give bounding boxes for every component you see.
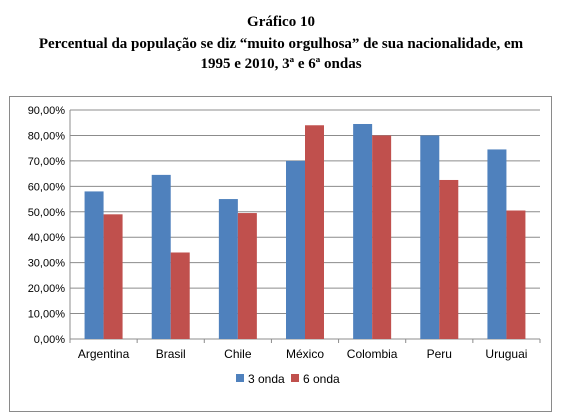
y-tick-label: 80,00% (28, 130, 66, 142)
y-tick-label: 20,00% (28, 283, 66, 295)
y-tick-label: 0,00% (34, 334, 65, 346)
y-tick-label: 10,00% (28, 309, 66, 321)
y-tick-label: 70,00% (28, 156, 66, 168)
bar-6-onda-argentina (103, 214, 123, 339)
bar-6-onda-uruguai (506, 210, 526, 339)
legend-swatch (236, 374, 244, 382)
bar-chart: 0,00% 10,00% 20,00% 30,00% 40,00% 50,00% 60,00… (28, 105, 541, 386)
bar-3-onda-peru (420, 135, 440, 339)
x-tick-label: Brasil (156, 347, 186, 361)
bar-3-onda-méxico (286, 160, 305, 339)
chart-frame: 0,00% 10,00% 20,00% 30,00% 40,00% 50,00% 60,00… (9, 96, 552, 412)
y-tick-label: 60,00% (28, 181, 66, 193)
legend-label: 3 onda (248, 372, 285, 386)
figure-label: Gráfico 10 (247, 14, 315, 30)
bar-3-onda-chile (218, 199, 238, 339)
bar-6-onda-colombia (372, 135, 392, 339)
y-tick-label: 30,00% (28, 258, 66, 270)
x-tick-label: Argentina (78, 347, 130, 361)
y-tick-label: 50,00% (28, 207, 66, 219)
chart-title: Percentual da população se diz “muito or… (0, 34, 562, 74)
bar-3-onda-brasil (151, 174, 171, 339)
legend-label: 6 onda (303, 372, 340, 386)
bar-3-onda-uruguai (487, 149, 507, 339)
bar-6-onda-brasil (170, 252, 190, 339)
bar-3-onda-colombia (353, 123, 373, 339)
x-tick-label: Colombia (347, 347, 398, 361)
chart-title-line-2: 1995 e 2010, 3ª e 6ª ondas (200, 56, 362, 72)
y-tick-label: 90,00% (28, 105, 66, 117)
bar-6-onda-chile (237, 213, 257, 339)
bar-6-onda-méxico (305, 125, 324, 339)
bar-6-onda-peru (439, 179, 459, 339)
chart-title-line-1: Percentual da população se diz “muito or… (38, 36, 524, 52)
y-tick-label: 40,00% (28, 232, 66, 244)
x-tick-label: Peru (427, 347, 452, 361)
legend-swatch (291, 374, 299, 382)
x-tick-label: Uruguai (485, 347, 527, 361)
x-tick-label: México (286, 347, 324, 361)
bar-3-onda-argentina (84, 191, 104, 339)
x-tick-label: Chile (224, 347, 252, 361)
